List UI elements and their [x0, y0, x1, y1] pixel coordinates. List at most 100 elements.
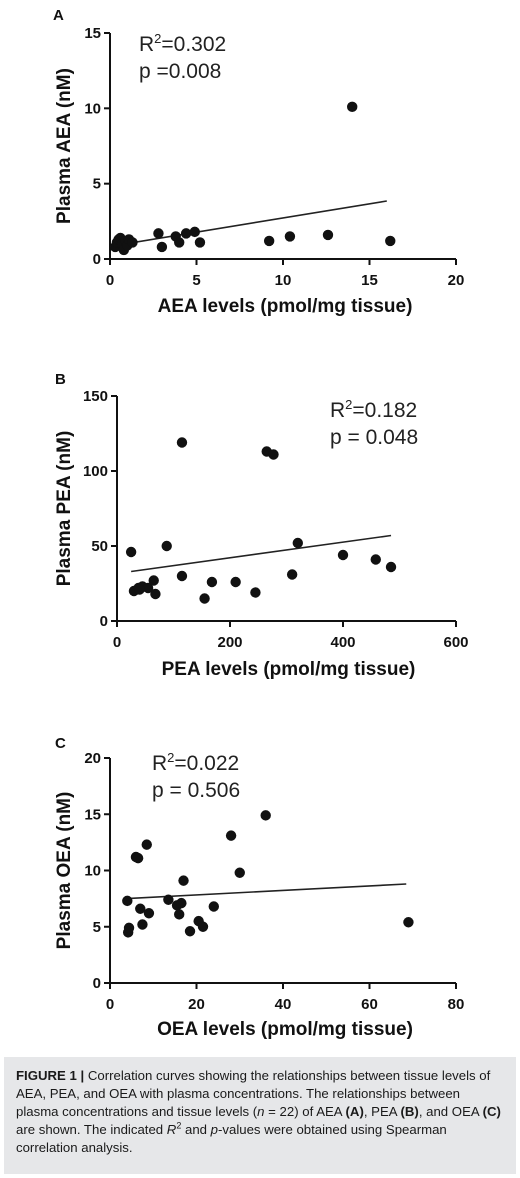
caption-text: = 22) of AEA: [264, 1104, 346, 1119]
data-point: [197, 921, 209, 932]
x-tick-label: 5: [192, 272, 200, 289]
y-tick-label: 0: [93, 975, 101, 992]
y-tick-label: 5: [93, 919, 101, 936]
y-tick-label: 10: [84, 100, 101, 117]
data-point: [125, 546, 137, 558]
data-point: [134, 584, 145, 595]
x-tick-label: 200: [217, 634, 242, 651]
x-tick-label: 20: [188, 996, 205, 1013]
panel-letter: C: [55, 735, 66, 752]
x-tick-label: 0: [106, 996, 114, 1013]
data-point: [123, 922, 135, 934]
data-point: [230, 576, 241, 588]
data-point: [286, 569, 298, 580]
data-point: [260, 810, 271, 821]
data-point: [161, 540, 172, 552]
y-axis-title: Plasma PEA (nM): [54, 431, 75, 587]
data-point: [178, 875, 189, 886]
y-axis-title: Plasma OEA (nM): [54, 792, 75, 950]
data-point: [143, 908, 155, 919]
caption-panel-ref-b: (B): [400, 1104, 419, 1119]
data-point: [284, 231, 296, 242]
data-point: [194, 237, 206, 248]
x-tick-label: 0: [113, 634, 121, 651]
p-value-label: p =0.008: [139, 60, 221, 83]
data-point: [180, 228, 192, 239]
data-point: [176, 437, 188, 448]
data-point: [403, 917, 414, 928]
panel-letter: A: [53, 7, 64, 24]
data-point: [206, 576, 218, 588]
figure-caption: FIGURE 1 | Correlation curves showing th…: [4, 1057, 516, 1174]
x-tick-label: 20: [448, 272, 465, 289]
caption-text: , PEA: [363, 1104, 401, 1119]
y-tick-label: 5: [93, 176, 101, 193]
data-point: [141, 839, 152, 850]
data-point: [322, 229, 334, 241]
data-point: [176, 897, 187, 909]
chart-panel-b: B 0 50 100 150 0 200 400 600 PEA levels (pmol/mg …: [54, 371, 469, 680]
panel-letter: B: [55, 371, 66, 388]
data-point: [208, 901, 219, 912]
caption-text: are shown. The indicated: [16, 1122, 167, 1137]
data-point: [337, 549, 349, 561]
caption-r-superscript: 2: [176, 1120, 182, 1131]
r-squared-label: R2=0.302: [139, 31, 226, 56]
x-axis-title: OEA levels (pmol/mg tissue): [157, 1019, 413, 1040]
data-point: [225, 830, 237, 841]
p-value-label: p = 0.506: [152, 779, 240, 802]
data-point: [142, 582, 154, 594]
y-tick-label: 15: [84, 25, 101, 42]
data-point: [385, 561, 397, 573]
y-tick-label: 0: [100, 613, 108, 630]
data-point: [370, 554, 381, 565]
data-point: [132, 852, 144, 864]
y-tick-label: 150: [83, 388, 108, 405]
x-tick-label: 15: [361, 272, 378, 289]
data-point: [268, 449, 279, 460]
x-tick-label: 400: [330, 634, 355, 651]
data-point: [250, 587, 261, 598]
caption-panel-ref-a: (A): [345, 1104, 364, 1119]
data-point: [199, 593, 210, 604]
data-point: [122, 895, 133, 907]
y-tick-label: 0: [93, 251, 101, 268]
data-point: [148, 575, 159, 586]
data-point: [385, 235, 396, 247]
data-point: [137, 919, 148, 930]
data-point: [174, 237, 185, 248]
data-point: [189, 226, 200, 238]
data-point: [174, 909, 185, 920]
data-point: [156, 241, 168, 253]
x-tick-label: 60: [361, 996, 378, 1013]
caption-text: and: [181, 1122, 211, 1137]
caption-text: Correlation curves showing the relations…: [16, 1068, 491, 1119]
r-squared-label: R2=0.022: [152, 750, 239, 775]
data-point: [234, 867, 245, 878]
data-point: [163, 894, 174, 905]
caption-p-variable: p: [210, 1122, 219, 1137]
x-tick-label: 10: [275, 272, 292, 289]
caption-r-variable: R: [166, 1122, 177, 1137]
data-point: [176, 570, 188, 582]
y-tick-label: 100: [83, 463, 108, 480]
regression-line: [115, 200, 387, 247]
y-tick-label: 50: [91, 538, 108, 555]
data-point: [135, 903, 146, 914]
x-tick-label: 600: [443, 634, 468, 651]
y-tick-label: 20: [84, 750, 101, 767]
data-point: [184, 926, 196, 937]
caption-text: -values were obtained using Spearman cor…: [16, 1122, 447, 1155]
chart-panel-c: C 0 5 10 15 20 0 20 40 60 80 OEA levels (pmol/mg ti…: [54, 735, 464, 1040]
data-point: [263, 235, 275, 247]
regression-line: [131, 534, 392, 573]
caption-panel-ref-c: (C): [482, 1104, 501, 1119]
caption-text: , and OEA: [418, 1104, 483, 1119]
chart-panel-a: A 0 5 10 15 0 5 10 15 20 AEA levels (pmol/mg tissu…: [53, 7, 464, 317]
x-tick-label: 0: [106, 272, 114, 289]
p-value-label: p = 0.048: [330, 426, 418, 449]
r-squared-label: R2=0.182: [330, 397, 417, 422]
x-axis-title: AEA levels (pmol/mg tissue): [158, 296, 413, 317]
data-point: [153, 228, 164, 239]
